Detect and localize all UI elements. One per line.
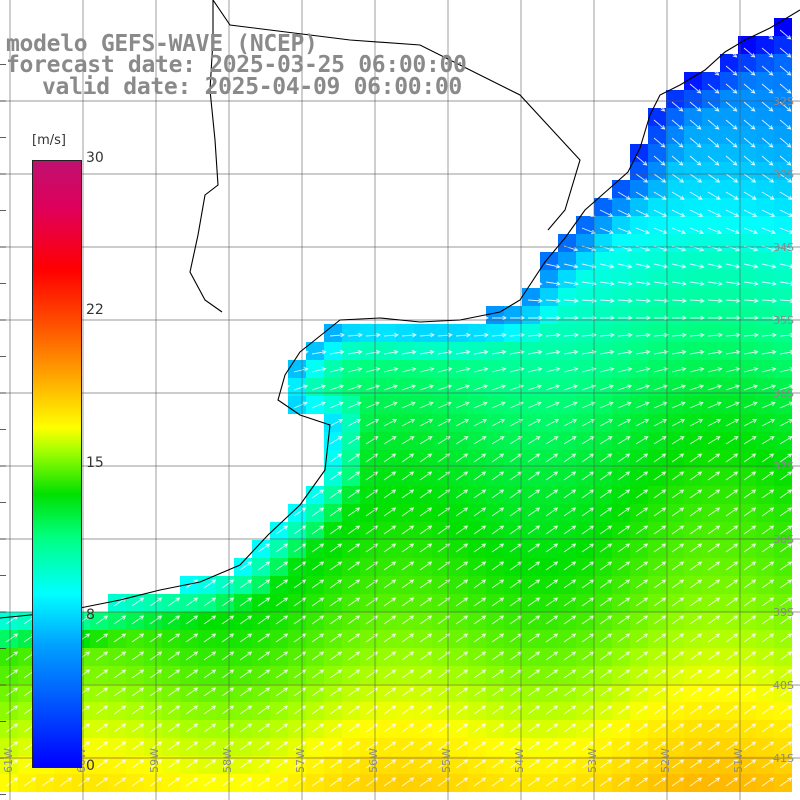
lon-label-53W: 53W (586, 748, 599, 773)
lon-label-58W: 58W (221, 748, 234, 773)
lon-label-52W: 52W (659, 748, 672, 773)
colorbar-tick-8: 8 (86, 607, 95, 623)
lon-label-61W: 61W (2, 748, 15, 773)
lon-label-59W: 59W (148, 748, 161, 773)
colorbar-tick-0: 0 (86, 758, 95, 774)
colorbar-tick-30: 30 (86, 150, 104, 166)
lat-label-35S: 35S (773, 314, 794, 327)
colorbar-unit: [m/s] (32, 133, 66, 148)
coastline (0, 0, 800, 619)
lat-label-39S: 39S (773, 606, 794, 619)
lat-label-33S: 33S (773, 168, 794, 181)
lon-label-54W: 54W (513, 748, 526, 773)
lat-label-38S: 38S (773, 533, 794, 546)
lat-label-40S: 40S (773, 679, 794, 692)
colorbar-tick-22: 22 (86, 302, 104, 318)
lat-label-32S: 32S (773, 95, 794, 108)
lon-label-51W: 51W (732, 748, 745, 773)
lat-label-41S: 41S (773, 752, 794, 765)
lat-label-34S: 34S (773, 241, 794, 254)
coordinate-labels: 61W60W59W58W57W56W55W54W53W52W51W32S33S3… (2, 95, 794, 773)
wind-vectors (5, 29, 795, 787)
map-title: modelo GEFS-WAVE (NCEP) (6, 31, 318, 57)
valid-date: valid date: 2025-04-09 06:00:00 (42, 74, 462, 100)
colorbar-tick-15: 15 (86, 455, 104, 471)
lon-label-56W: 56W (367, 748, 380, 773)
forecast-date: forecast date: 2025-03-25 06:00:00 (6, 52, 467, 78)
lon-label-55W: 55W (440, 748, 453, 773)
colorbar (32, 160, 82, 768)
lat-label-36S: 36S (773, 387, 794, 400)
wind-speed-field (0, 18, 792, 792)
lon-label-57W: 57W (294, 748, 307, 773)
lat-label-37S: 37S (773, 460, 794, 473)
